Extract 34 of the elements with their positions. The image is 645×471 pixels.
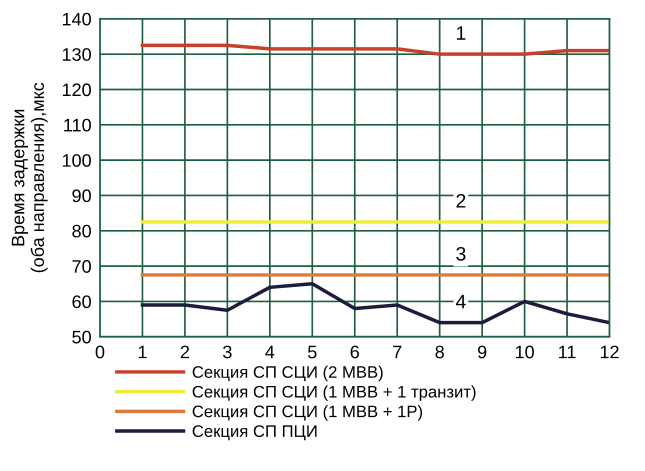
annotation: 4	[456, 294, 466, 308]
y-tick-label: 140	[62, 12, 91, 26]
x-tick-label: 9	[478, 346, 486, 358]
y-tick-label: 120	[62, 83, 91, 96]
line-series	[140, 44, 610, 56]
x-tick-label: 10	[516, 346, 534, 358]
legend-label: Секция СП СЦИ (2 МВВ)	[192, 366, 383, 382]
x-tick-label: 4	[265, 346, 274, 358]
annotation: 2	[456, 194, 466, 208]
x-tick-label: 8	[435, 346, 444, 358]
x-tick-label: 1	[138, 346, 147, 358]
x-tick-label: 3	[223, 346, 232, 358]
x-tick-label: 6	[350, 346, 359, 358]
legend-label: Секция СП ПЦИ	[192, 425, 317, 440]
y-tick-label: 90	[72, 189, 91, 202]
y-tick-label: 50	[72, 330, 91, 344]
y-tick-label: 80	[72, 224, 91, 238]
legend-label: Секция СП СЦИ (1 МВВ + 1Р)	[192, 405, 422, 421]
annotation: 1	[456, 26, 466, 40]
annotation: 3	[456, 246, 466, 261]
x-tick-label: 7	[393, 346, 402, 358]
x-tick-label: 11	[559, 346, 576, 358]
x-tick-label: 0	[96, 346, 104, 358]
line-series	[140, 282, 610, 324]
y-tick-label: 130	[62, 48, 91, 61]
x-tick-label: 2	[180, 346, 190, 358]
x-tick-label: 12	[600, 346, 619, 358]
y-tick-label: 110	[64, 118, 91, 132]
y-tick-label: 100	[62, 154, 91, 167]
y-axis-title: Время задержки (оба направления),мкс	[12, 82, 48, 272]
x-tick-label: 5	[308, 346, 317, 358]
legend-label: Секция СП СЦИ (1 МВВ + 1 транзит)	[192, 385, 476, 401]
y-tick-label: 70	[72, 260, 91, 273]
y-tick-label: 60	[72, 295, 91, 308]
